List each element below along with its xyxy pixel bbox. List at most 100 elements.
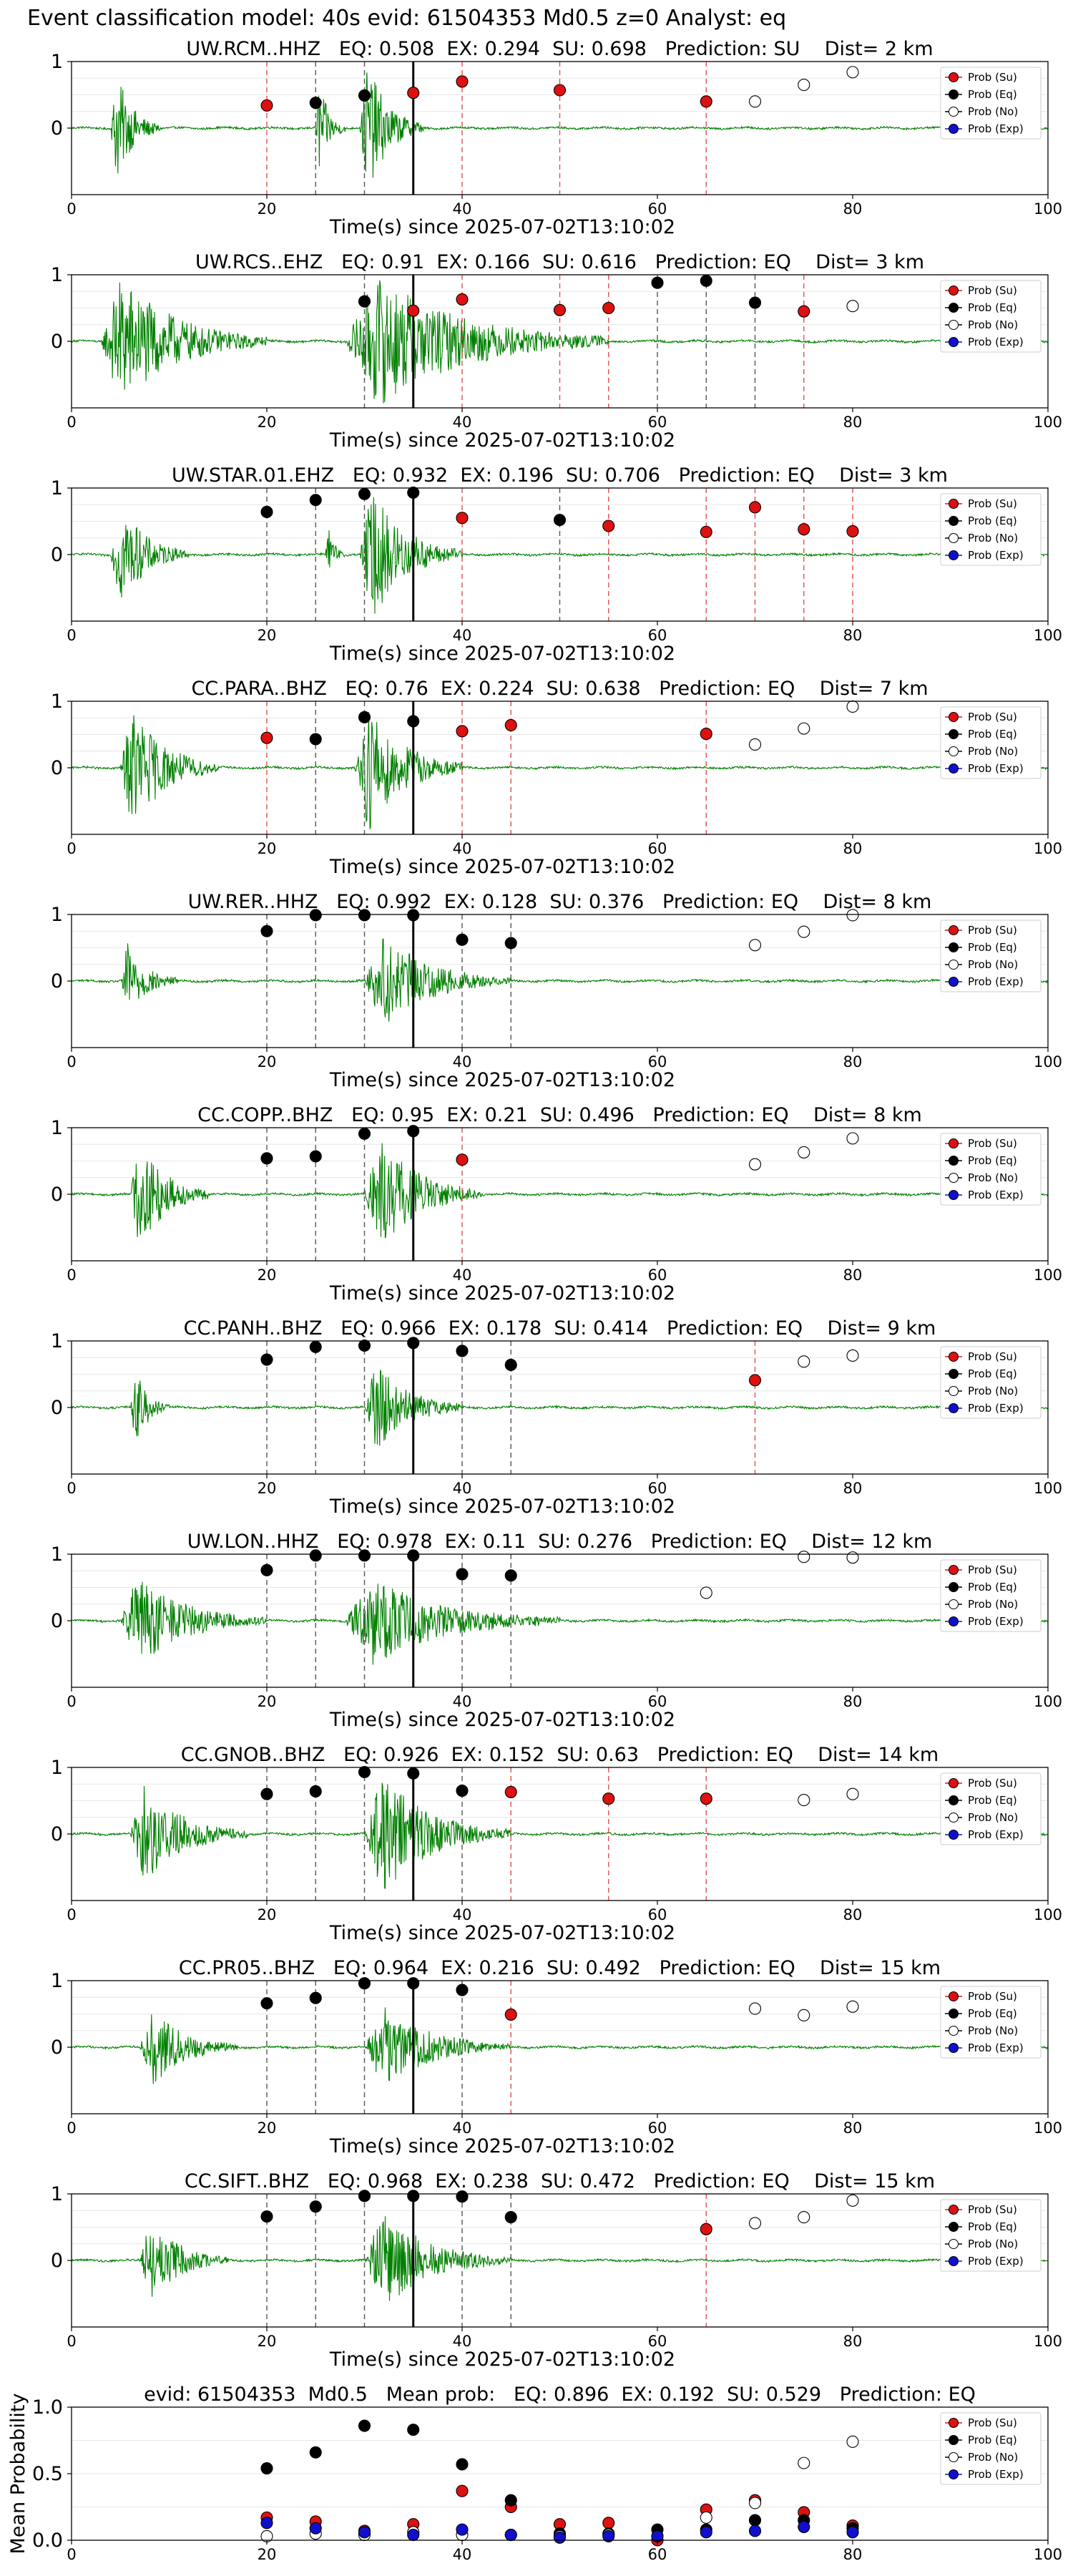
panel-title: CC.PARA..BHZ EQ: 0.76 EX: 0.224 SU: 0.63…: [191, 678, 928, 700]
x-tick-label: 60: [648, 840, 667, 857]
legend-marker-su: [949, 286, 959, 296]
x-tick-label: 80: [843, 1906, 863, 1923]
legend-marker-eq: [949, 1582, 959, 1592]
seismic-waveform: [71, 2216, 1049, 2301]
legend-marker-exp: [949, 337, 959, 347]
axes-frame: [71, 2406, 1049, 2541]
prob-point-su: [456, 512, 469, 525]
legend-marker-no: [949, 2452, 959, 2462]
seismic-waveform: [71, 1370, 1049, 1446]
prob-point-eq: [260, 1787, 273, 1800]
prob-point-eq: [309, 733, 322, 746]
prob-point-su: [504, 718, 517, 732]
prob-point-no: [846, 2000, 859, 2013]
seismic-waveform: [71, 1143, 1049, 1239]
x-tick-label: 0: [67, 1693, 76, 1710]
panel-9: CC.GNOB..BHZ EQ: 0.926 EX: 0.152 SU: 0.6…: [51, 1744, 1062, 1944]
seismic-waveform: [71, 1782, 1049, 1889]
legend-marker-exp: [949, 977, 959, 987]
x-tick-label: 20: [258, 200, 277, 218]
mean-prob-point-eq: [309, 2446, 322, 2459]
legend-marker-no: [949, 1599, 959, 1609]
legend-label-eq: Prob (Eq): [968, 2220, 1017, 2233]
axes-frame: [71, 1980, 1049, 2114]
prob-point-eq: [309, 2200, 322, 2213]
y-tick-label: 0: [51, 117, 63, 140]
prob-point-eq: [358, 2190, 371, 2202]
prob-point-su: [407, 304, 420, 317]
prob-point-eq: [309, 1991, 322, 2004]
legend-label-no: Prob (No): [968, 318, 1018, 331]
x-tick-label: 40: [453, 200, 472, 218]
legend-label-su: Prob (Su): [968, 1990, 1017, 2003]
legend-marker-no: [949, 1173, 959, 1183]
mean-prob-point-su: [456, 2484, 469, 2497]
x-tick-label: 20: [258, 1480, 277, 1497]
prob-point-eq: [260, 1152, 273, 1165]
prob-point-eq: [260, 505, 273, 519]
axes-frame: [71, 1340, 1049, 1475]
prob-point-eq: [260, 1997, 273, 2010]
x-tick-label: 100: [1034, 2119, 1062, 2137]
legend-label-su: Prob (Su): [968, 1137, 1017, 1150]
y-tick-label: 0: [51, 544, 63, 566]
x-tick-label: 80: [843, 200, 863, 218]
legend-label-eq: Prob (Eq): [968, 728, 1017, 741]
x-tick-label: 20: [258, 1906, 277, 1923]
axes-frame: [71, 1767, 1049, 1901]
y-tick-label: 0: [51, 1610, 63, 1632]
x-tick-label: 40: [453, 627, 472, 644]
prob-point-eq: [358, 1977, 371, 1990]
legend-label-su: Prob (Su): [968, 924, 1017, 937]
mean-prob-point-exp: [846, 2526, 859, 2539]
x-tick-label: 100: [1034, 2333, 1062, 2350]
prob-point-su: [700, 1792, 712, 1805]
mean-prob-point-exp: [748, 2524, 762, 2537]
y-tick-label: 0: [51, 757, 63, 779]
figure-title: Event classification model: 40s evid: 61…: [27, 6, 787, 31]
mean-prob-point-exp: [309, 2522, 322, 2534]
prob-point-eq: [358, 295, 371, 308]
legend-label-exp: Prob (Exp): [968, 1189, 1024, 1201]
axes-frame: [71, 1553, 1049, 1688]
legend-marker-su: [949, 499, 959, 509]
legend-marker-eq: [949, 2009, 959, 2019]
legend-label-exp: Prob (Exp): [968, 549, 1024, 562]
legend-marker-exp: [949, 550, 959, 560]
seismic-waveform: [71, 1581, 1049, 1665]
x-tick-label: 80: [843, 2119, 863, 2137]
legend-label-no: Prob (No): [968, 1811, 1018, 1824]
legend: Prob (Su) Prob (Eq) Prob (No) Prob (Exp): [940, 280, 1042, 353]
legend-label-exp: Prob (Exp): [968, 2041, 1024, 2054]
y-tick-label: 0: [51, 1823, 63, 1845]
mean-prob-point-exp: [358, 2526, 371, 2539]
x-tick-label: 0: [67, 2119, 76, 2137]
prob-point-su: [504, 1785, 517, 1798]
panel-5: UW.RER..HHZ EQ: 0.992 EX: 0.128 SU: 0.37…: [51, 891, 1062, 1091]
legend-marker-no: [949, 2239, 959, 2249]
prob-point-su: [748, 501, 762, 514]
legend-marker-su: [949, 925, 959, 935]
prob-point-eq: [407, 1125, 420, 1138]
y-tick-label: 1: [51, 1543, 63, 1566]
x-tick-label: 80: [843, 627, 863, 644]
prob-point-no: [748, 738, 762, 751]
prob-point-su: [798, 523, 810, 536]
legend-marker-su: [949, 1565, 959, 1575]
legend-marker-su: [949, 1352, 959, 1362]
x-tick-label: 20: [258, 840, 277, 857]
legend-marker-eq: [949, 516, 959, 526]
legend-marker-su: [949, 72, 959, 82]
x-tick-label: 60: [648, 414, 667, 431]
panel-10: CC.PR05..BHZ EQ: 0.964 EX: 0.216 SU: 0.4…: [51, 1957, 1062, 2157]
legend-marker-eq: [949, 1369, 959, 1379]
mean-prob-point-exp: [260, 2517, 273, 2529]
mean-prob-point-su: [602, 2517, 615, 2529]
y-tick-label: 1: [51, 1330, 63, 1352]
prob-point-eq: [456, 1785, 469, 1797]
legend-label-no: Prob (No): [968, 2451, 1018, 2464]
prob-point-eq: [407, 1549, 420, 1562]
prob-point-su: [700, 95, 712, 108]
x-tick-label: 40: [453, 1053, 472, 1070]
